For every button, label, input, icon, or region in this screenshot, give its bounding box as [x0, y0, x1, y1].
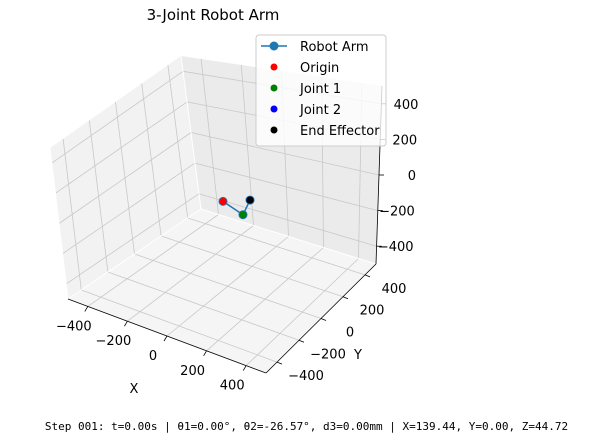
legend-label-end-effector: End Effector: [300, 124, 380, 139]
x-tick-mark-2: [163, 335, 168, 342]
y-tick-mark-3: [342, 296, 349, 300]
grid-floor-y-4: [187, 217, 366, 276]
legend-label-origin: Origin: [300, 61, 339, 76]
legend-marker-robot-arm: [269, 41, 279, 51]
legend-entry-robot-arm: Robot Arm: [261, 40, 369, 55]
grid-z-left-3: [55, 101, 188, 194]
grid-floor-y-3: [160, 235, 344, 298]
x-tick-label-0: −400: [56, 319, 92, 334]
pane-edge-1: [67, 208, 202, 300]
robot-arm-3d-plot: 3-Joint Robot Arm −400−2000200400−400−20…: [49, 6, 418, 397]
y-tick-mark-0: [276, 361, 283, 365]
x-tick-mark-4: [242, 365, 247, 371]
joint-1-point-0: [239, 211, 247, 219]
grid-z-left-4: [51, 70, 184, 164]
grid-z-left-0: [65, 193, 200, 285]
x-tick-mark-3: [203, 350, 207, 357]
grid-z-back-2: [190, 132, 380, 176]
grid-floor-y-1: [107, 271, 300, 341]
x-tick-label-1: −200: [96, 334, 132, 349]
legend-frame: [255, 34, 387, 147]
grid-z-left-1: [62, 162, 196, 255]
z-tick-label-4: 400: [394, 98, 419, 113]
y-tick-label-1: −200: [310, 347, 346, 362]
legend-entry-joint-2: Joint 2: [270, 103, 341, 118]
y-tick-label-0: −400: [288, 369, 324, 384]
z-tick-label-0: −400: [378, 240, 414, 255]
legend-marker-joint-2: [270, 105, 278, 113]
grid-z-left-2: [58, 132, 192, 224]
origin-point-0: [219, 197, 227, 205]
y-tick-mark-1: [298, 339, 305, 343]
legend: Robot Arm Origin Joint 1 Joint 2 End Eff…: [255, 34, 387, 147]
x-tick-mark-1: [124, 320, 128, 327]
legend-marker-joint-1: [270, 84, 278, 92]
legend-marker-origin: [270, 63, 278, 71]
z-tick-label-3: 200: [392, 133, 417, 148]
y-tick-label-2: 0: [346, 326, 354, 341]
legend-marker-end-effector: [270, 126, 278, 134]
legend-label-joint-2: Joint 2: [299, 103, 341, 118]
z-tick-label-2: 0: [408, 169, 416, 184]
x-axis-label: X: [130, 382, 139, 397]
grid-z-back-0: [198, 193, 377, 247]
y-tick-mark-2: [320, 318, 327, 321]
legend-entry-origin: Origin: [270, 61, 339, 76]
x-tick-label-2: 0: [149, 349, 157, 364]
x-tick-mark-0: [84, 306, 89, 312]
pane-edge-2: [200, 208, 377, 265]
pane-edge-4: [49, 147, 69, 300]
data-marks: [218, 195, 255, 220]
legend-label-robot-arm: Robot Arm: [300, 40, 369, 55]
z-tick-label-1: −200: [379, 205, 415, 220]
legend-entry-end-effector: End Effector: [270, 124, 380, 139]
legend-label-joint-1: Joint 1: [299, 82, 341, 97]
chart-title: 3-Joint Robot Arm: [147, 6, 280, 24]
tick-labels: −400−2000200400−400−2000200400−400−20002…: [56, 98, 418, 394]
y-tick-mark-4: [364, 274, 371, 278]
grid-floor-y-0: [81, 289, 278, 363]
end-effector-point-0: [246, 196, 254, 204]
x-tick-label-3: 200: [180, 364, 205, 379]
y-axis-label: Y: [353, 348, 362, 363]
y-tick-label-3: 200: [360, 304, 385, 319]
grid-z-back-1: [194, 162, 378, 211]
legend-entry-joint-1: Joint 1: [270, 82, 341, 97]
y-tick-label-4: 400: [382, 282, 407, 297]
grid-floor-y-2: [134, 253, 322, 319]
status-readout: Step 001: t=0.00s | θ1=0.00°, θ2=-26.57°…: [44, 420, 569, 433]
x-tick-label-4: 400: [220, 379, 245, 394]
pane-edge-3: [180, 55, 202, 210]
